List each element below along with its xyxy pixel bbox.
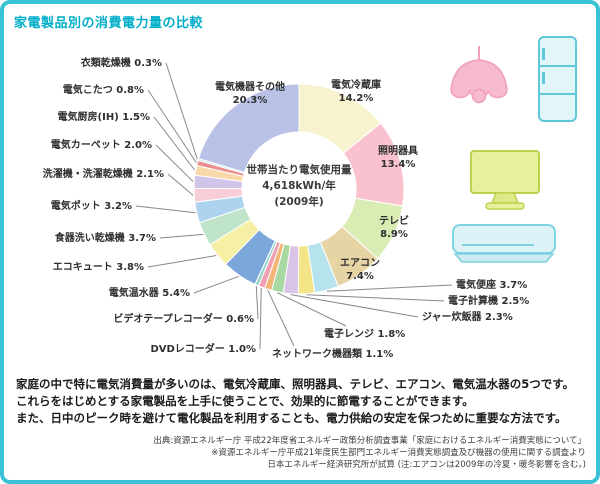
slice-label: テレビ 8.9% bbox=[379, 214, 409, 240]
leader-line bbox=[290, 294, 419, 318]
slice-label: 照明器具 13.4% bbox=[378, 145, 418, 170]
leader-line bbox=[155, 144, 194, 183]
monitor-icon bbox=[470, 150, 540, 210]
summary-line: 家庭の中で特に電気消費量が多いのは、電気冷蔵庫、照明器具、テレビ、エアコン、電気… bbox=[16, 377, 575, 391]
slice-label: ビデオテープレコーダー 0.6% bbox=[113, 312, 254, 325]
consumption-donut-chart: 電気冷蔵庫 14.2% 照明器具 13.4% テレビ 8.9% エアコン 7.4% 電気便座 3… bbox=[43, 36, 577, 360]
page-title: 家電製品別の消費電力量の比較 bbox=[14, 16, 204, 31]
slice-label: エコキュート 3.8% bbox=[53, 261, 144, 273]
leader-line bbox=[193, 275, 240, 294]
pendant-light-icon bbox=[450, 46, 508, 104]
slice-label: ネットワーク機器類 1.1% bbox=[272, 347, 393, 360]
leader-line bbox=[153, 116, 196, 171]
summary-line: これらをはじめとする家電製品を上手に使うことで、効果的に節電することができます。 bbox=[16, 394, 474, 408]
slice-label: 電気こたつ 0.8% bbox=[63, 83, 144, 96]
slice-label: 電気ポット 3.2% bbox=[51, 199, 132, 212]
donut-slices bbox=[193, 83, 405, 295]
leader-line bbox=[165, 62, 198, 160]
leader-line bbox=[306, 294, 445, 302]
leader-line bbox=[259, 288, 262, 350]
pie-slice-20 bbox=[197, 83, 300, 174]
summary-text: 家庭の中で特に電気消費量が多いのは、電気冷蔵庫、照明器具、テレビ、エアコン、電気… bbox=[16, 376, 594, 427]
donut-labels: 電気冷蔵庫 14.2% 照明器具 13.4% テレビ 8.9% エアコン 7.4% 電気便座 3… bbox=[43, 56, 529, 360]
slice-label: 食器洗い乾燥機 3.7% bbox=[54, 231, 156, 244]
leader-line bbox=[135, 205, 196, 214]
slice-label: 電気厨房(IH) 1.5% bbox=[58, 110, 150, 123]
slice-label: 電気カーペット 2.0% bbox=[51, 138, 152, 151]
source-line: 日本エネルギー経済研究所が試算 (注:エアコンは2009年の冷夏・暖冬影響を含む… bbox=[267, 460, 586, 470]
slice-label: 電子レンジ 1.8% bbox=[324, 328, 405, 340]
leader-line bbox=[267, 290, 295, 347]
slice-label: DVDレコーダー 1.0% bbox=[150, 342, 256, 355]
chart-center-label: (2009年) bbox=[274, 195, 323, 208]
slice-label: 電気冷蔵庫 14.2% bbox=[331, 78, 381, 104]
source-citation: 出典:資源エネルギー庁 平成22年度省エネルギー政策分析調査事業「家庭におけるエ… bbox=[20, 435, 586, 471]
leader-line bbox=[255, 285, 259, 320]
source-line: ※資源エネルギー庁平成21年度民生部門エネルギー消費実態調査及び機器の使用に関す… bbox=[211, 448, 586, 458]
slice-label: 衣類乾燥機 0.3% bbox=[81, 56, 162, 69]
leader-line bbox=[159, 233, 204, 239]
leader-line bbox=[276, 292, 347, 327]
slice-label: 電子計算機 2.5% bbox=[448, 294, 529, 307]
source-line: 出典:資源エネルギー庁 平成22年度省エネルギー政策分析調査事業「家庭におけるエ… bbox=[153, 436, 586, 446]
slice-label: 洗濯機・洗濯乾燥機 2.1% bbox=[43, 167, 164, 180]
leader-line bbox=[167, 173, 194, 196]
summary-line: また、日中のピーク時を避けて電化製品を利用することも、電力供給の安定を保つために… bbox=[16, 411, 567, 425]
leader-line bbox=[326, 284, 453, 292]
refrigerator-icon bbox=[538, 36, 577, 122]
slice-label: 電気便座 3.7% bbox=[456, 278, 527, 291]
air-conditioner-icon bbox=[452, 224, 556, 263]
slice-label: ジャー炊飯器 2.3% bbox=[422, 310, 513, 323]
leader-line bbox=[147, 255, 217, 268]
chart-center-label: 4,618kWh/年 bbox=[262, 179, 336, 192]
slice-label: 電気温水器 5.4% bbox=[109, 286, 190, 299]
slice-label: エアコン 7.4% bbox=[340, 257, 380, 282]
chart-center-label: 世帯当たり電気使用量 bbox=[247, 163, 352, 176]
leader-line bbox=[147, 89, 197, 163]
slice-label: 電気機器その他 20.3% bbox=[215, 80, 285, 106]
